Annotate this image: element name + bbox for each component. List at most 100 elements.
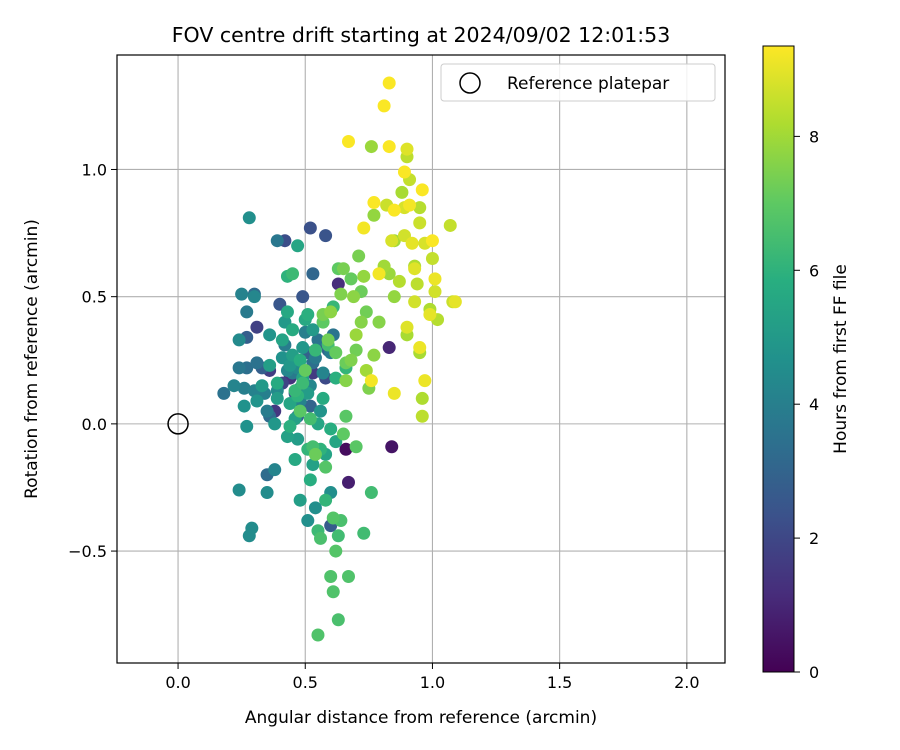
y-axis-label: Rotation from reference (arcmin) — [22, 219, 42, 499]
data-point — [364, 140, 378, 154]
data-point — [308, 447, 322, 461]
data-point — [306, 323, 320, 337]
data-point — [250, 356, 264, 370]
colorbar: 0 2 4 6 8 Hours from first FF file — [762, 45, 851, 682]
reference-platepar-marker — [167, 413, 189, 435]
data-point — [428, 272, 442, 286]
data-point — [268, 463, 282, 477]
data-point — [260, 486, 274, 500]
data-point — [408, 262, 422, 276]
data-point — [329, 346, 343, 360]
data-point — [415, 183, 429, 197]
data-point — [263, 358, 277, 372]
data-point — [357, 269, 371, 283]
x-tick-label: 0.0 — [165, 673, 190, 692]
legend-entry-reference-platepar: Reference platepar — [507, 74, 669, 94]
data-point — [301, 386, 315, 400]
colorbar-gradient — [763, 46, 794, 672]
scatter-points — [217, 76, 462, 642]
y-tick-label: 0.5 — [82, 288, 107, 307]
data-point — [387, 290, 401, 304]
x-axis-ticks: 0.0 0.5 1.0 1.5 2.0 — [165, 663, 700, 692]
data-point — [286, 267, 300, 281]
x-axis-label: Angular distance from reference (arcmin) — [245, 708, 597, 728]
data-point — [382, 76, 396, 90]
data-point — [232, 361, 246, 375]
data-point — [324, 570, 338, 584]
x-tick-label: 1.5 — [547, 673, 572, 692]
data-point — [291, 432, 305, 446]
data-point — [397, 165, 411, 179]
data-point — [311, 628, 325, 642]
legend: Reference platepar — [440, 63, 716, 102]
data-point — [359, 363, 373, 377]
data-point — [314, 404, 328, 418]
data-point — [232, 333, 246, 347]
data-point — [367, 208, 381, 222]
data-point — [324, 305, 338, 319]
data-point — [240, 419, 254, 433]
data-point — [413, 341, 427, 355]
data-point — [364, 486, 378, 500]
data-point — [306, 458, 320, 472]
data-point — [235, 287, 249, 301]
data-point — [263, 328, 277, 342]
data-point — [306, 267, 320, 281]
data-point — [339, 409, 353, 423]
data-point — [415, 409, 429, 423]
data-point — [288, 452, 302, 466]
y-tick-label: 0.0 — [82, 415, 107, 434]
data-point — [352, 249, 366, 263]
data-point — [247, 290, 261, 304]
data-point — [341, 134, 355, 148]
data-point — [382, 140, 396, 154]
data-point — [364, 374, 378, 388]
data-point — [329, 544, 343, 558]
data-point — [377, 99, 391, 113]
data-point — [367, 196, 381, 210]
data-point — [275, 333, 289, 347]
data-point — [329, 371, 343, 385]
data-point — [237, 399, 251, 413]
data-point — [291, 239, 305, 253]
data-point — [270, 376, 284, 390]
data-point — [349, 440, 363, 454]
data-point — [336, 427, 350, 441]
data-point — [283, 358, 297, 372]
colorbar-ticks: 0 2 4 6 8 — [794, 127, 819, 682]
data-point — [344, 353, 358, 367]
data-point — [314, 531, 328, 545]
plot-frame — [116, 54, 726, 664]
y-axis-ticks: −0.5 0.0 0.5 1.0 — [68, 160, 117, 561]
data-point — [331, 613, 345, 627]
data-point — [283, 419, 297, 433]
data-point — [425, 234, 439, 248]
data-point — [400, 320, 414, 334]
x-tick-label: 2.0 — [674, 673, 699, 692]
data-point — [268, 417, 282, 431]
data-point — [349, 343, 363, 357]
data-point — [326, 585, 340, 599]
data-point — [308, 501, 322, 515]
data-point — [359, 305, 373, 319]
data-point — [443, 218, 457, 232]
data-point — [293, 404, 307, 418]
colorbar-frame — [762, 45, 795, 673]
colorbar-label: Hours from first FF file — [831, 264, 851, 454]
data-point — [415, 391, 429, 405]
data-point — [301, 514, 315, 528]
data-point — [286, 323, 300, 337]
data-point — [331, 277, 345, 291]
data-point — [372, 315, 386, 329]
data-point — [334, 287, 348, 301]
data-point — [425, 252, 439, 266]
data-point — [227, 379, 241, 393]
data-point — [250, 394, 264, 408]
data-point — [400, 142, 414, 156]
data-point — [405, 236, 419, 250]
y-tick-label: 1.0 — [82, 160, 107, 179]
data-point — [385, 234, 399, 248]
data-point — [339, 442, 353, 456]
data-point — [410, 277, 424, 291]
data-point — [331, 529, 345, 543]
